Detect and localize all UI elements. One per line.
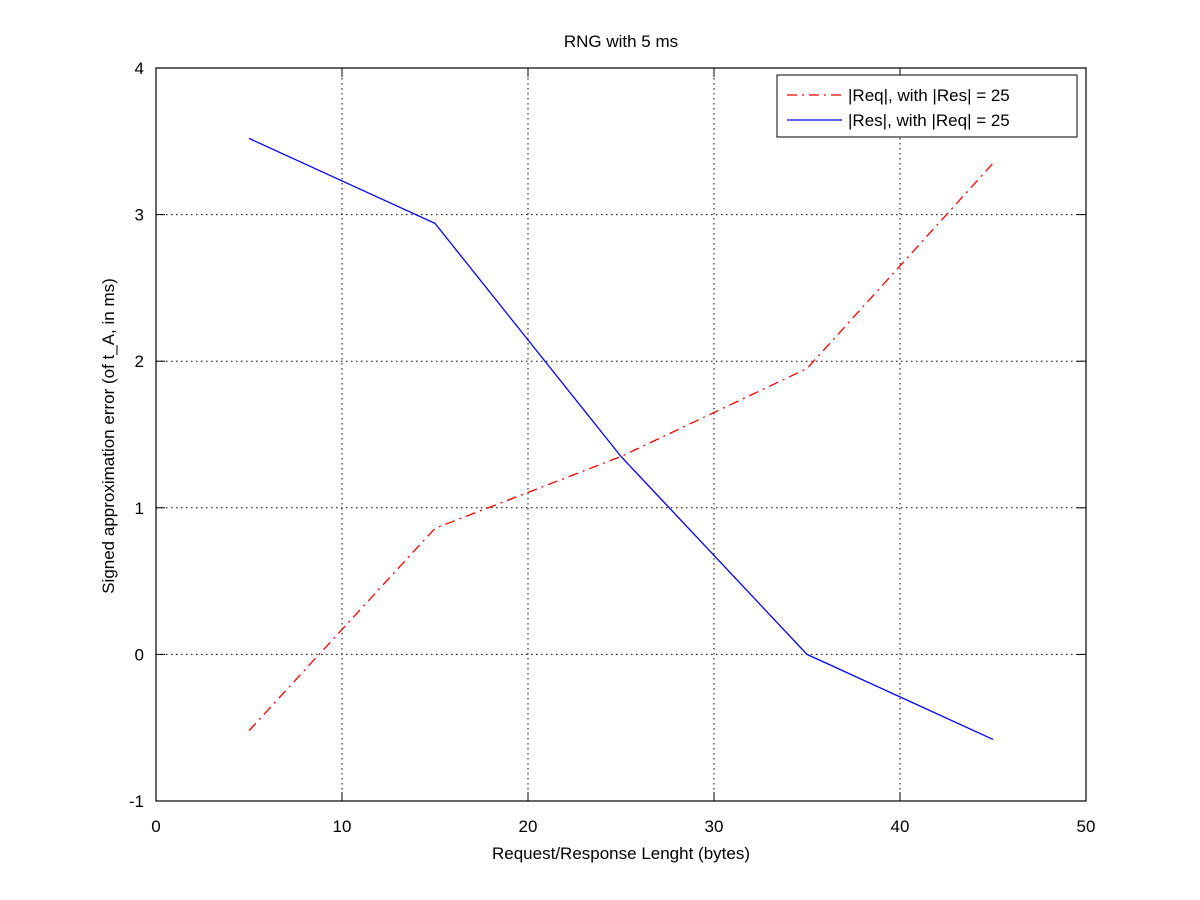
x-tick-label: 30 (705, 817, 724, 836)
ticks (155, 67, 1087, 802)
tick-labels: 0 10 20 30 40 50 -1 0 1 2 3 4 (129, 59, 1096, 836)
series-line-1 (248, 162, 994, 732)
legend-label: |Req|, with |Res| = 25 (848, 86, 1010, 105)
y-tick-label: 3 (135, 206, 144, 225)
legend-label: |Res|, with |Req| = 25 (848, 111, 1010, 130)
series-line-2 (248, 137, 994, 741)
chart-title: RNG with 5 ms (564, 32, 678, 51)
y-tick-label: -1 (129, 792, 144, 811)
x-tick-label: 20 (519, 817, 538, 836)
y-tick-label: 2 (135, 352, 144, 371)
x-axis-title: Request/Response Lenght (bytes) (492, 844, 750, 863)
legend-box (776, 74, 1078, 138)
legend: |Req|, with |Res| = 25 |Res|, with |Req| … (776, 74, 1078, 138)
y-axis-title: Signed approximation error (of t_A, in m… (99, 278, 118, 594)
series-layer (248, 137, 994, 741)
x-tick-label: 10 (333, 817, 352, 836)
x-tick-label: 0 (151, 817, 160, 836)
grid (156, 68, 1086, 801)
y-tick-label: 0 (135, 645, 144, 664)
y-tick-label: 1 (135, 499, 144, 518)
x-tick-label: 50 (1077, 817, 1096, 836)
legend-entries: |Req|, with |Res| = 25 |Res|, with |Req| … (787, 86, 1010, 130)
y-tick-label: 4 (135, 59, 144, 78)
x-tick-label: 40 (891, 817, 910, 836)
plot-frame (155, 67, 1087, 802)
